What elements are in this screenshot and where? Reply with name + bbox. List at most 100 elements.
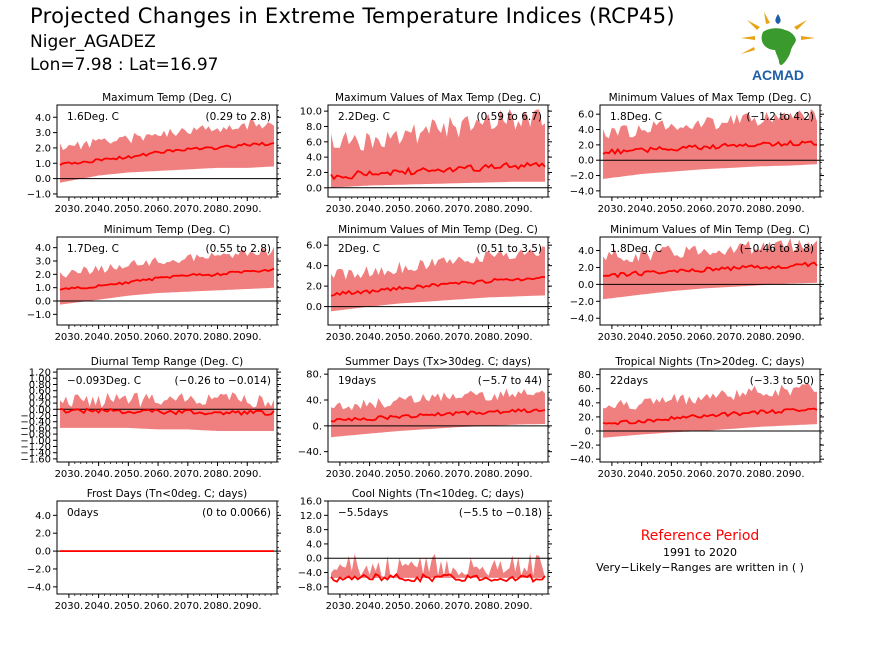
y-tick-label: 6.0 <box>578 110 594 121</box>
x-tick-label: 2090. <box>504 204 533 215</box>
x-tick-label: 2080. <box>474 204 503 215</box>
x-tick-label: 2040. <box>627 204 656 215</box>
y-tick-label: 4.0 <box>578 125 594 136</box>
y-tick-label: 8.0 <box>306 122 322 133</box>
x-tick-label: 2090. <box>504 332 533 343</box>
x-tick-label: 2060. <box>144 469 173 480</box>
y-tick-label: −1.00 <box>20 436 51 447</box>
x-tick-label: 2050. <box>657 204 686 215</box>
reference-info: Reference Period 1991 to 2020 Very−Likel… <box>575 528 825 574</box>
y-tick-label: 4.0 <box>306 539 322 550</box>
x-tick-label: 2060. <box>144 332 173 343</box>
y-tick-label: 2.0 <box>35 143 51 154</box>
y-tick-label: −0.60 <box>20 423 51 434</box>
mean-change-value: 1.6Deg. C <box>67 111 119 123</box>
y-tick-label: 10.0 <box>300 107 322 118</box>
y-tick-label: −4.0 <box>27 582 51 593</box>
y-tick-label: 0.00 <box>29 405 51 416</box>
reference-period: 1991 to 2020 <box>662 546 738 559</box>
y-tick-label: −2.0 <box>570 297 594 308</box>
x-tick-label: 2040. <box>84 601 113 612</box>
y-tick-label: 0.60 <box>29 386 51 397</box>
mean-change-value: 1.7Deg. C <box>67 243 119 255</box>
y-tick-label: 2.0 <box>578 263 594 274</box>
x-tick-label: 2070. <box>444 332 473 343</box>
y-tick-label: −20. <box>570 441 594 452</box>
y-tick-label: 80. <box>306 370 322 381</box>
y-tick-label: 2.0 <box>35 529 51 540</box>
chart-panel-p9: 80. 60. 40. 20. 0. −20. −40. 2030. 2040. 2050. 206… <box>570 356 824 480</box>
x-tick-label: 2060. <box>687 204 716 215</box>
panel-title: Cool Nights (Tn<10deg. C; days) <box>352 488 524 500</box>
y-tick-label: 40. <box>306 396 322 407</box>
x-tick-label: 2050. <box>385 204 414 215</box>
x-tick-label: 2070. <box>716 332 745 343</box>
x-tick-label: 2050. <box>114 601 143 612</box>
y-tick-label: 20. <box>578 412 594 423</box>
x-tick-label: 2070. <box>173 204 202 215</box>
x-tick-label: 2030. <box>326 601 355 612</box>
panel-title: Minimum Values of Min Temp (Deg. C) <box>338 224 538 236</box>
logo-africa-icon <box>761 28 796 65</box>
y-tick-label: −8.0 <box>298 582 322 593</box>
x-tick-label: 2070. <box>173 332 202 343</box>
panel-title: Maximum Values of Max Temp (Deg. C) <box>335 92 541 104</box>
x-tick-label: 2090. <box>776 469 805 480</box>
x-tick-label: 2060. <box>415 204 444 215</box>
panel-title: Minimum Temp (Deg. C) <box>104 224 231 236</box>
chart-panel-p11: 16.0 12.0 8.0 4.0 0.0 −4.0 −8.0 2030. 2040. 2050.… <box>298 488 552 612</box>
x-tick-label: 2030. <box>55 601 84 612</box>
y-tick-label: 0.0 <box>35 547 51 558</box>
likely-range: (0.55 to 2.8) <box>206 243 272 255</box>
x-tick-label: 2080. <box>203 204 232 215</box>
y-tick-label: 3.0 <box>35 257 51 268</box>
x-tick-label: 2050. <box>385 332 414 343</box>
x-tick-label: 2050. <box>114 204 143 215</box>
y-tick-label: 0.0 <box>578 156 594 167</box>
x-tick-label: 2030. <box>326 204 355 215</box>
x-tick-label: 2040. <box>627 332 656 343</box>
logo-text: ACMAD <box>752 67 804 83</box>
y-tick-label: 1.00 <box>29 374 51 385</box>
mean-change-value: 0days <box>67 507 98 519</box>
likely-range: (−0.26 to −0.014) <box>175 375 271 387</box>
y-tick-label: 0.40 <box>29 392 51 403</box>
y-tick-label: 1.0 <box>35 283 51 294</box>
x-tick-label: 2090. <box>504 469 533 480</box>
x-tick-label: 2050. <box>385 469 414 480</box>
y-tick-label: −1.0 <box>27 189 51 200</box>
y-tick-label: 1.0 <box>35 159 51 170</box>
y-tick-label: 12.0 <box>300 511 322 522</box>
header: Projected Changes in Extreme Temperature… <box>0 0 879 90</box>
y-tick-label: −1.60 <box>20 454 51 465</box>
coordinates: Lon=7.98 : Lat=16.97 <box>30 55 219 75</box>
mean-line <box>602 139 817 156</box>
y-tick-label: −0.40 <box>20 417 51 428</box>
y-tick-label: 4.0 <box>35 243 51 254</box>
logo-droplet-icon <box>775 14 781 24</box>
y-tick-label: 60. <box>578 384 594 395</box>
x-tick-label: 2070. <box>444 204 473 215</box>
x-tick-label: 2060. <box>687 469 716 480</box>
y-tick-label: 3.0 <box>35 128 51 139</box>
x-tick-label: 2080. <box>746 469 775 480</box>
x-tick-label: 2040. <box>355 601 384 612</box>
y-tick-label: −1.20 <box>20 442 51 453</box>
mean-line <box>330 161 546 181</box>
mean-line <box>602 407 818 426</box>
likely-range: (0.51 to 3.5) <box>477 243 543 255</box>
location-name: Niger_AGADEZ <box>30 32 156 52</box>
y-tick-label: 0. <box>312 421 322 432</box>
y-tick-label: 80. <box>578 370 594 381</box>
x-tick-label: 2070. <box>716 204 745 215</box>
range-band <box>331 552 545 578</box>
mean-line <box>59 141 275 166</box>
y-tick-label: 4.0 <box>306 261 322 272</box>
x-tick-label: 2050. <box>114 332 143 343</box>
y-tick-label: −4.0 <box>298 568 322 579</box>
x-tick-label: 2060. <box>144 601 173 612</box>
y-tick-label: 4.0 <box>35 113 51 124</box>
